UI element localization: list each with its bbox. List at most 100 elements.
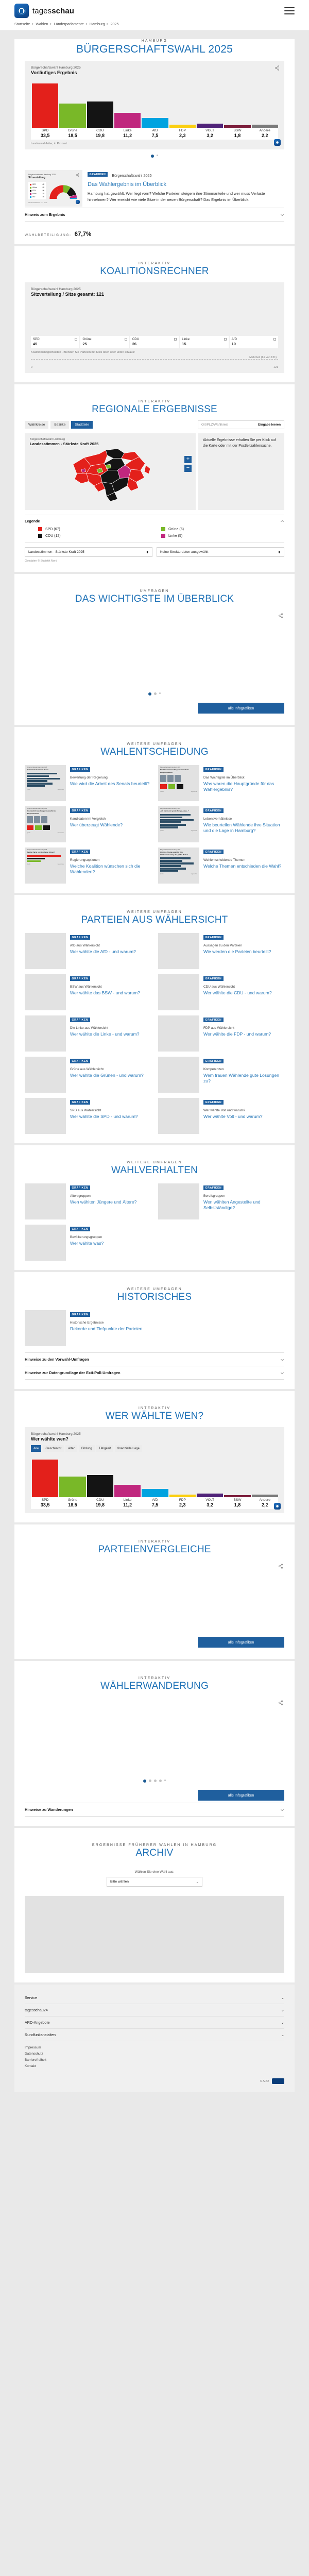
regional-map[interactable]: Bürgerschaftswahl Hamburg Landesstimmen … bbox=[25, 433, 196, 510]
teaser-title[interactable]: Wer wählte das BSW - und warum? bbox=[70, 990, 140, 995]
teaser-card[interactable]: Bürgerschaftswahl Hamburg 2025 „Ich mache… bbox=[158, 806, 284, 842]
teaser-title[interactable]: Welche Koalition wünschen sich die Wähle… bbox=[70, 863, 141, 874]
hamburger-icon[interactable] bbox=[284, 7, 295, 14]
koalition-party-spd[interactable]: SPD 45 bbox=[31, 336, 80, 348]
teaser-title[interactable]: Wer wählte was? bbox=[70, 1240, 104, 1246]
hamburg-choropleth-map[interactable] bbox=[30, 447, 191, 503]
alle-infografiken-button[interactable]: alle Infografiken bbox=[198, 1637, 284, 1648]
teaser-card[interactable]: Bürgerschaftswahl Hamburg 2025 Direktwahl… bbox=[25, 806, 151, 842]
teaser-title[interactable]: Wer wählte die FDP - und warum? bbox=[203, 1031, 271, 1037]
teaser-card[interactable]: GRAFIKEN CDU aus Wählersicht Wer wählte di… bbox=[158, 974, 284, 1010]
koalition-party-grüne[interactable]: Grüne 25 bbox=[80, 336, 129, 348]
waehlerwanderung-carousel[interactable] bbox=[25, 1697, 284, 1774]
teaser-title[interactable]: Wer überzeugt Wählende? bbox=[70, 822, 123, 827]
map-metric-select[interactable]: Landesstimmen - Stärkste Kraft 2025 ⬍ bbox=[25, 547, 152, 557]
koalition-party-cdu[interactable]: CDU 26 bbox=[130, 336, 179, 348]
alle-infografiken-button[interactable]: alle Infografiken bbox=[198, 1790, 284, 1801]
teaser-title[interactable]: Wen wählten Jüngere und Ältere? bbox=[70, 1199, 137, 1205]
footer-link-impressum[interactable]: Impressum bbox=[25, 2046, 41, 2049]
tab-wahlkreise[interactable]: Wahlkreise bbox=[25, 421, 49, 429]
archiv-select[interactable]: Bitte wählen ⌄ bbox=[107, 1877, 202, 1887]
party-checkbox[interactable] bbox=[124, 338, 127, 341]
teaser-title[interactable]: Was waren die Hauptgründe für das Wahler… bbox=[203, 781, 274, 792]
koalition-party-afd[interactable]: AfD 10 bbox=[229, 336, 279, 348]
filter-chip-alter[interactable]: Alter bbox=[65, 1445, 78, 1452]
teaser-card[interactable]: GRAFIKEN Berufsgruppen Wen wählten Angeste… bbox=[158, 1183, 284, 1219]
party-checkbox[interactable] bbox=[75, 338, 78, 341]
teaser-title[interactable]: Wie beurteilen Wählende ihre Situation u… bbox=[203, 822, 280, 833]
footer-link-barrierefreiheit[interactable]: Barrierefreiheit bbox=[25, 2058, 46, 2062]
teaser-card[interactable]: GRAFIKEN SPD aus Wählersicht Wer wählte di… bbox=[25, 1098, 151, 1134]
teaser-card[interactable]: GRAFIKEN BSW aus Wählersicht Wer wählte da… bbox=[25, 974, 151, 1010]
teaser-card[interactable]: GRAFIKEN Altersgruppen Wen wählten Jüngere… bbox=[25, 1183, 151, 1219]
filter-chip-finanzielle-lage[interactable]: finanzielle Lage bbox=[115, 1445, 143, 1452]
teaser-title[interactable]: Wem trauen Wählende gute Lösungen zu? bbox=[203, 1072, 279, 1083]
tab-stadtteile[interactable]: Stadtteile bbox=[71, 421, 93, 429]
share-icon[interactable] bbox=[274, 65, 280, 71]
teaser-title[interactable]: Wie wird die Arbeit des Senats beurteilt… bbox=[70, 781, 150, 786]
filter-chip-bildung[interactable]: Bildung bbox=[79, 1445, 95, 1452]
breadcrumb-item-wahlen[interactable]: Wahlen bbox=[36, 22, 48, 26]
accordion-wanderungen[interactable]: Hinweise zu Wanderungen bbox=[25, 1803, 284, 1817]
teaser-card[interactable]: GRAFIKEN Grüne aus Wählersicht Wer wählte … bbox=[25, 1057, 151, 1093]
breadcrumb-item-2025[interactable]: 2025 bbox=[110, 22, 119, 26]
zoom-in-button[interactable]: + bbox=[184, 456, 192, 463]
teaser-title[interactable]: Wie werden die Parteien beurteilt? bbox=[203, 948, 271, 954]
footer-item-service[interactable]: Service ⌄ bbox=[25, 1992, 284, 2004]
share-icon[interactable] bbox=[76, 173, 79, 177]
clear-search-button[interactable]: Eingabe leeren bbox=[258, 423, 281, 427]
teaser-card[interactable]: GRAFIKEN FDP aus Wählersicht Wer wählte di… bbox=[158, 1015, 284, 1052]
teaser-title[interactable]: Wen wählten Angestellte und Selbstständi… bbox=[203, 1199, 261, 1210]
structure-data-select[interactable]: Keine Strukturdaten ausgewählt ⬍ bbox=[157, 547, 284, 557]
share-icon[interactable] bbox=[278, 1564, 283, 1569]
party-checkbox[interactable] bbox=[273, 338, 277, 341]
teaser-title[interactable]: Rekorde und Tiefpunkte der Parteien bbox=[70, 1326, 143, 1331]
filter-chip-alle[interactable]: Alle bbox=[31, 1445, 42, 1452]
ueberblick-pager[interactable] bbox=[25, 687, 284, 699]
footer-item-rundfunkanstalten[interactable]: Rundfunkanstalten ⌄ bbox=[25, 2029, 284, 2041]
teaser-title[interactable]: Wer wählte die Grünen - und warum? bbox=[70, 1072, 144, 1078]
ueberblick-carousel[interactable] bbox=[25, 610, 284, 687]
footer-link-kontakt[interactable]: Kontakt bbox=[25, 2064, 36, 2068]
filter-chip-tätigkeit[interactable]: Tätigkeit bbox=[96, 1445, 114, 1452]
teaser-card[interactable]: GRAFIKEN Aussagen zu den Parteien Wie werd… bbox=[158, 933, 284, 969]
teaser-card[interactable]: GRAFIKEN Historische Ergebnisse Rekorde un… bbox=[25, 1310, 151, 1346]
share-icon[interactable] bbox=[278, 613, 283, 618]
waehlerwanderung-pager[interactable] bbox=[25, 1774, 284, 1786]
teaser-card[interactable]: GRAFIKEN Kompetenzen Wem trauen Wählende g… bbox=[158, 1057, 284, 1093]
teaser-title[interactable]: Welche Themen entschieden die Wahl? bbox=[203, 863, 282, 869]
teaser-title[interactable]: Wer wählte die AfD - und warum? bbox=[70, 948, 136, 954]
teaser-title[interactable]: Das Wahlergebnis im Überblick bbox=[88, 181, 167, 188]
teaser-card[interactable]: GRAFIKEN AfD aus Wählersicht Wer wählte di… bbox=[25, 933, 151, 969]
parteienvergleiche-carousel[interactable] bbox=[25, 1561, 284, 1633]
teaser-card[interactable]: Bürgerschaftswahl Hamburg 2025 Direktwahl… bbox=[158, 765, 284, 801]
koalition-party-linke[interactable]: Linke 15 bbox=[180, 336, 229, 348]
accordion-exitpoll[interactable]: Hinweise zur Datengrundlage der Exit-Pol… bbox=[25, 1366, 284, 1380]
alle-infografiken-button[interactable]: alle Infografiken bbox=[198, 703, 284, 714]
breadcrumb-item-laenderparlamente[interactable]: Länderparlamente bbox=[54, 22, 84, 26]
teaser-title[interactable]: Wer wählte die Linke - und warum? bbox=[70, 1031, 140, 1037]
tab-bezirke[interactable]: Bezirke bbox=[50, 421, 70, 429]
teaser-card[interactable]: Bürgerschaftswahl Hamburg 2025 Welches Th… bbox=[158, 848, 284, 884]
accordion-vorwahl-umfragen[interactable]: Hinweise zu den Vorwahl-Umfragen bbox=[25, 1352, 284, 1366]
teaser-card[interactable]: GRAFIKEN Wer wählte Volt und warum? Wer wä… bbox=[158, 1098, 284, 1134]
teaser-card[interactable]: Bürgerschaftswahl Hamburg 2025 Welche Par… bbox=[25, 848, 151, 884]
footer-item-tagesschau24[interactable]: tagesschau24 ⌄ bbox=[25, 2004, 284, 2016]
brand-logo-group[interactable]: tagesschau bbox=[14, 4, 74, 18]
teaser-title[interactable]: Wer wählte Volt - und warum? bbox=[203, 1113, 263, 1119]
share-icon[interactable] bbox=[278, 1700, 283, 1705]
teaser-title[interactable]: Wer wählte die SPD - und warum? bbox=[70, 1113, 138, 1119]
zoom-out-button[interactable]: − bbox=[184, 465, 192, 472]
region-search-input[interactable]: Ort/PLZ/Wahlkreis Eingabe leeren bbox=[198, 420, 284, 429]
teaser-card[interactable]: GRAFIKEN Die Linke aus Wählersicht Wer wäh… bbox=[25, 1015, 151, 1052]
teaser-title[interactable]: Wer wählte die CDU - und warum? bbox=[203, 990, 272, 995]
footer-link-datenschutz[interactable]: Datenschutz bbox=[25, 2052, 43, 2056]
result-carousel-pager[interactable] bbox=[25, 149, 284, 161]
teaser-card[interactable]: GRAFIKEN Bevölkerungsgruppen Wer wählte wa… bbox=[25, 1225, 151, 1261]
legend-header[interactable]: Legende bbox=[25, 515, 284, 526]
accordion-result-note[interactable]: Hinweis zum Ergebnis bbox=[25, 208, 284, 222]
breadcrumb-item-hamburg[interactable]: Hamburg bbox=[89, 22, 105, 26]
party-checkbox[interactable] bbox=[224, 338, 227, 341]
footer-item-ard-angebote[interactable]: ARD-Angebote ⌄ bbox=[25, 2016, 284, 2029]
filter-chip-geschlecht[interactable]: Geschlecht bbox=[43, 1445, 64, 1452]
